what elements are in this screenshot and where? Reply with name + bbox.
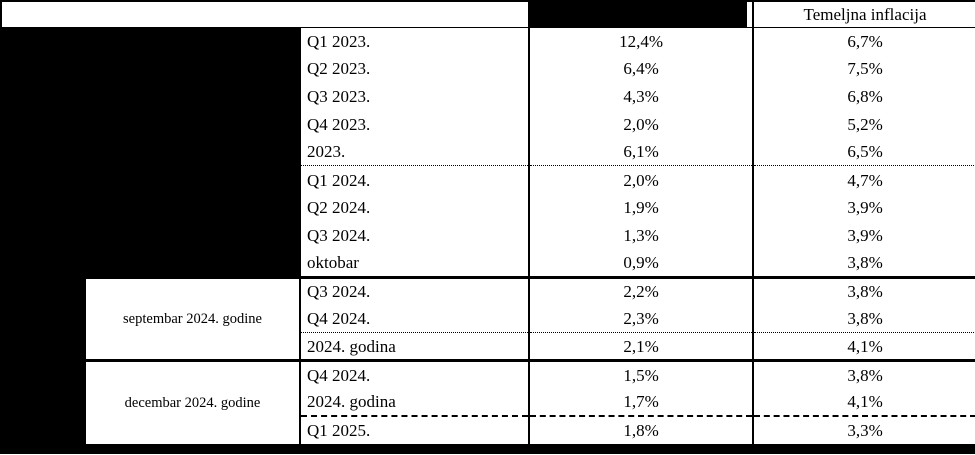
core-inflation-value: 5,2%: [752, 110, 975, 139]
table-row: 2024. godina 1,7% 4,1%: [1, 388, 975, 417]
period-cell: Q1 2023.: [298, 27, 531, 55]
redacted-left-block: [1, 27, 300, 278]
table-row: Q3 2023. 4,3% 6,8%: [1, 82, 975, 111]
redacted-left-column: [1, 275, 85, 444]
table-row: oktobar 0,9% 3,8%: [1, 249, 975, 278]
table-row: Q1 2024. 2,0% 4,7%: [1, 165, 975, 194]
core-inflation-value: 4,1%: [752, 332, 975, 361]
period-cell: 2024. godina: [298, 388, 531, 417]
table-row: septembar 2024. godine Q3 2024. 2,2% 3,8…: [1, 275, 975, 444]
period-cell: Q1 2025.: [298, 415, 531, 444]
period-cell: Q3 2024.: [298, 221, 531, 250]
table-row: Q1 2023. 12,4% 6,7%: [1, 27, 975, 278]
table-row: 2024. godina 2,1% 4,1%: [1, 332, 975, 361]
core-inflation-value: 6,8%: [752, 82, 975, 111]
table-footer-row: [1, 443, 975, 454]
table-row: Q2 2024. 1,9% 3,9%: [1, 193, 975, 222]
header-redacted-inflation-cell: [528, 1, 755, 28]
inflation-value: 1,5%: [529, 359, 754, 389]
core-inflation-value: 3,8%: [752, 359, 975, 389]
table-row: decembar 2024. godine Q4 2024. 1,5% 3,8%: [1, 359, 975, 444]
inflation-value: 1,9%: [623, 198, 659, 218]
inflation-value: 1,7%: [623, 392, 659, 412]
redacted-footer-bar: [1, 443, 975, 454]
period-cell: Q4 2024.: [298, 359, 531, 389]
table-row: Q4 2024. 2,3% 3,8%: [1, 304, 975, 333]
inflation-value: 0,9%: [623, 253, 659, 273]
inflation-value: 1,3%: [623, 225, 659, 245]
inflation-value: 2,0%: [623, 114, 659, 134]
core-inflation-value: 4,7%: [752, 165, 975, 194]
row-group-label-septembar: septembar 2024. godine: [84, 275, 301, 361]
core-inflation-value: 6,5%: [752, 138, 975, 166]
core-inflation-value: 3,8%: [752, 249, 975, 278]
table-row: 2023. 6,1% 6,5%: [1, 138, 975, 166]
core-inflation-value: 3,3%: [752, 415, 975, 444]
core-inflation-value: 6,7%: [752, 27, 975, 55]
core-inflation-value: 3,9%: [752, 221, 975, 250]
table-header-row: Temeljna inflacija: [1, 1, 975, 28]
row-group-label-decembar: decembar 2024. godine: [84, 359, 301, 444]
period-cell: Q3 2023.: [298, 82, 531, 111]
period-cell: Q2 2023.: [298, 54, 531, 83]
period-cell: Q4 2024.: [298, 304, 531, 333]
core-inflation-value: 3,9%: [752, 193, 975, 222]
core-inflation-value: 7,5%: [752, 54, 975, 83]
period-cell: oktobar: [298, 249, 531, 278]
inflation-value: 2,3%: [623, 309, 659, 329]
inflation-value: 12,4%: [619, 31, 663, 51]
period-cell: Q2 2024.: [298, 193, 531, 222]
inflation-value: 2,0%: [529, 165, 754, 194]
table-row: Q2 2023. 6,4% 7,5%: [1, 54, 975, 83]
inflation-value: 2,2%: [529, 275, 754, 305]
table-row: Q4 2023. 2,0% 5,2%: [1, 110, 975, 139]
period-cell: Q4 2023.: [298, 110, 531, 139]
period-cell: 2023.: [298, 138, 531, 166]
period-cell: Q1 2024.: [298, 165, 531, 194]
table-row: Q3 2024. 1,3% 3,9%: [1, 221, 975, 250]
inflation-value: 6,1%: [623, 142, 659, 162]
inflation-value: 6,4%: [623, 59, 659, 79]
inflation-value: 4,3%: [623, 86, 659, 106]
core-inflation-value: 4,1%: [752, 388, 975, 417]
core-inflation-value: 3,8%: [752, 275, 975, 305]
core-inflation-value: 3,8%: [752, 304, 975, 333]
period-cell: 2024. godina: [298, 332, 531, 361]
header-empty-cell: [1, 1, 530, 28]
table-row: Q1 2025. 1,8% 3,3%: [1, 415, 975, 444]
header-core-inflation-label: Temeljna inflacija: [753, 1, 975, 28]
period-cell: Q3 2024.: [298, 275, 531, 305]
inflation-value: 1,8%: [529, 415, 754, 444]
inflation-value: 2,1%: [529, 332, 754, 361]
